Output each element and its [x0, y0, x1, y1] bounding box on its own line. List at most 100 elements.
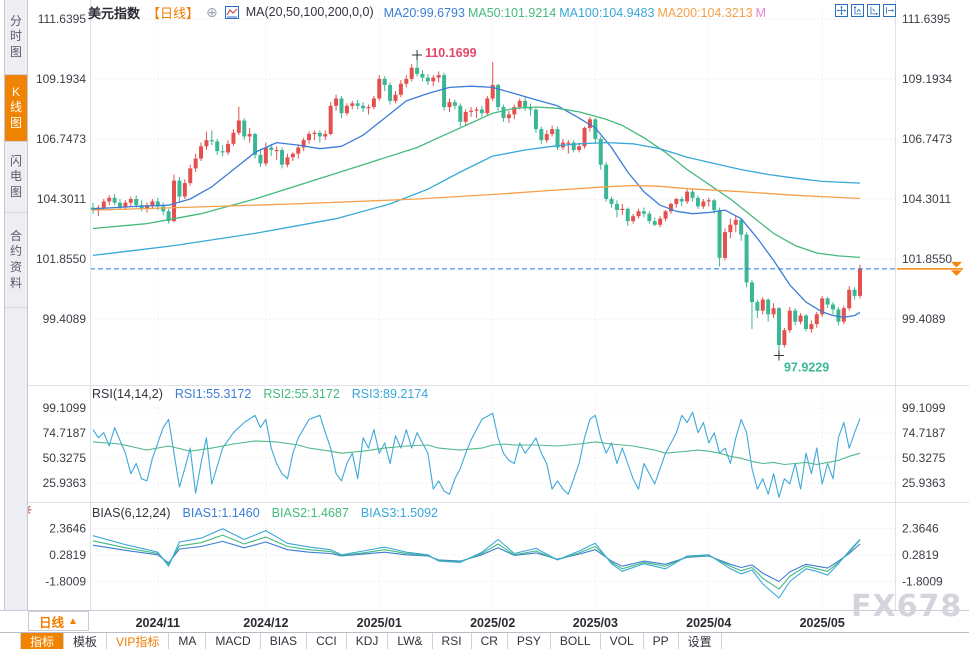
y-tick-left: -1.8009 — [45, 574, 86, 588]
bias-value: BIAS1:1.1460 — [182, 506, 260, 520]
ma100-line — [92, 141, 861, 257]
bias-value: BIAS2:1.4687 — [271, 506, 349, 520]
crosshair-mark — [773, 350, 784, 361]
y-tick-right: 101.8550 — [902, 252, 952, 266]
toolbar-tab-boll[interactable]: BOLL — [551, 633, 601, 649]
y-axis-scale-icon[interactable] — [851, 4, 864, 17]
chart-type-sidebar: 分时图 K线图闪电图合约资料 — [4, 0, 28, 610]
y-tick-left: 50.3275 — [43, 451, 87, 465]
rsi-legend: RSI(14,14,2) RSI1:55.3172 RSI2:55.3172 RSI… — [92, 387, 440, 401]
axis-labels: 111.6395 111.6395 109.1934 109.1934 106.7473… — [36, 12, 952, 589]
y-tick-left: 2.3646 — [49, 522, 86, 536]
y-tick-left: 111.6395 — [38, 12, 87, 26]
y-tick-left: 99.1099 — [43, 401, 87, 415]
vertical-gridlines — [157, 10, 823, 608]
sidebar-tab-label: K线图 — [9, 84, 22, 130]
x-axis-scale-icon[interactable] — [867, 4, 880, 17]
sidebar-tab-label: 闪电图 — [9, 153, 22, 199]
ma-value: MA200:104.3213 — [657, 5, 753, 20]
y-tick-right: 50.3275 — [902, 451, 946, 465]
y-tick-left: 99.4089 — [43, 312, 87, 326]
divider-rsi-bias — [28, 502, 969, 503]
candlestick-series — [91, 55, 862, 356]
rsi-fast-line — [92, 411, 861, 498]
y-tick-right: -1.8009 — [902, 574, 943, 588]
toolbar-tab-macd[interactable]: MACD — [206, 633, 261, 649]
rsi-values: RSI1:55.3172 RSI2:55.3172 RSI3:89.2174 — [175, 387, 440, 401]
y-tick-right: 99.4089 — [902, 312, 946, 326]
add-indicator-icon[interactable]: ⊕ — [206, 3, 218, 20]
toolbar-tab-bias[interactable]: BIAS — [261, 633, 308, 649]
rsi-value: RSI2:55.3172 — [263, 387, 340, 401]
sidebar-tab-minute-chart[interactable]: 分时图 — [5, 0, 27, 75]
month-label: 2025/03 — [573, 616, 618, 630]
period-tag: 【日线】 — [147, 5, 200, 21]
instrument-title: 美元指数 — [88, 5, 141, 21]
bias-title: BIAS(6,12,24) — [92, 506, 171, 520]
chart-header: 美元指数 【日线】 ⊕ MA(20,50,100,200,0,0) MA20:9… — [88, 3, 766, 21]
rsi-title: RSI(14,14,2) — [92, 387, 163, 401]
divider-main-rsi — [28, 385, 969, 386]
bias3-line — [92, 528, 861, 599]
y-tick-left: 101.8550 — [36, 252, 86, 266]
toolbar-tab-cr[interactable]: CR — [472, 633, 508, 649]
y-tick-left: 104.3011 — [37, 192, 86, 206]
month-labels: 2024/11 2024/12 2025/01 2025/02 2025/03 2025/… — [136, 616, 845, 630]
ma-value: M — [755, 5, 767, 20]
divider-toolbar — [0, 632, 969, 633]
ma-value: MA100:104.9483 — [559, 5, 655, 20]
y-tick-right: 104.3011 — [902, 192, 951, 206]
sidebar-tab-flash-chart[interactable]: 闪电图 — [5, 142, 27, 213]
sidebar-tab-label: 分时图 — [9, 13, 22, 59]
toolbar-tab-settings[interactable]: 设置 — [679, 633, 722, 649]
rsi-slow-line — [92, 440, 861, 466]
period-selector-label: 日线 — [39, 615, 65, 630]
plot-right-border — [895, 0, 896, 610]
bias2-line — [92, 534, 861, 590]
toolbar-tab-vip[interactable]: VIP指标 — [107, 633, 170, 649]
low-annotation: 97.9229 — [784, 361, 829, 375]
toolbar-tab-ma[interactable]: MA — [169, 633, 207, 649]
ma-value: MA50:101.9214 — [467, 5, 557, 20]
y-tick-left: 25.9363 — [43, 476, 87, 490]
y-tick-left: 109.1934 — [36, 72, 86, 86]
toolbar-tab-vol[interactable]: VOL — [601, 633, 644, 649]
bias-legend: BIAS(6,12,24) BIAS1:1.1460 BIAS2:1.4687 BI… — [92, 506, 450, 520]
sidebar-tab-contract-info[interactable]: 合约资料 — [5, 213, 27, 308]
toolbar-tab-indicator[interactable]: 指标 — [20, 633, 65, 649]
crosshair-mark — [412, 50, 423, 61]
bias1-line — [92, 540, 861, 583]
toolbar-tab-template[interactable]: 模板 — [64, 633, 108, 649]
toolbar-tab-kdj[interactable]: KDJ — [347, 633, 389, 649]
pan-move-icon[interactable] — [835, 4, 848, 17]
month-label: 2024/11 — [136, 616, 181, 630]
month-label: 2025/01 — [357, 616, 402, 630]
period-selector[interactable]: 日线 ▲ — [28, 611, 89, 631]
sidebar-tab-kline-chart[interactable]: K线图 — [5, 75, 27, 142]
toolbar-tab-rsi[interactable]: RSI — [433, 633, 472, 649]
y-tick-right: 106.7473 — [902, 132, 952, 146]
ma-value: MA20:99.6793 — [383, 5, 465, 20]
toolbar-tab-lw[interactable]: LW& — [388, 633, 433, 649]
y-tick-left: 0.2819 — [49, 548, 86, 562]
ma200-line — [92, 184, 861, 211]
sidebar-tab-label: 合约资料 — [9, 228, 22, 290]
toolbar-tab-psy[interactable]: PSY — [508, 633, 551, 649]
y-tick-right: 109.1934 — [902, 72, 952, 86]
y-tick-right: 2.3646 — [902, 522, 939, 536]
indicator-toolbar: 指标 模板 VIP指标 MA MACD BIAS CCI KDJ LW& RSI CR PSY BOLL… — [0, 633, 969, 649]
y-tick-left: 74.7187 — [43, 426, 87, 440]
y-tick-left: 106.7473 — [36, 132, 86, 146]
ma50-line — [92, 106, 861, 259]
month-label: 2025/05 — [800, 616, 845, 630]
window-icons — [835, 4, 896, 17]
y-tick-right: 74.7187 — [902, 426, 946, 440]
toolbar-tab-cci[interactable]: CCI — [307, 633, 347, 649]
pan-right-icon[interactable] — [883, 4, 896, 17]
month-label: 2024/12 — [243, 616, 288, 630]
toolbar-tab-pp[interactable]: PP — [644, 633, 679, 649]
rsi-value: RSI3:89.2174 — [351, 387, 429, 401]
month-label: 2025/04 — [686, 616, 731, 630]
